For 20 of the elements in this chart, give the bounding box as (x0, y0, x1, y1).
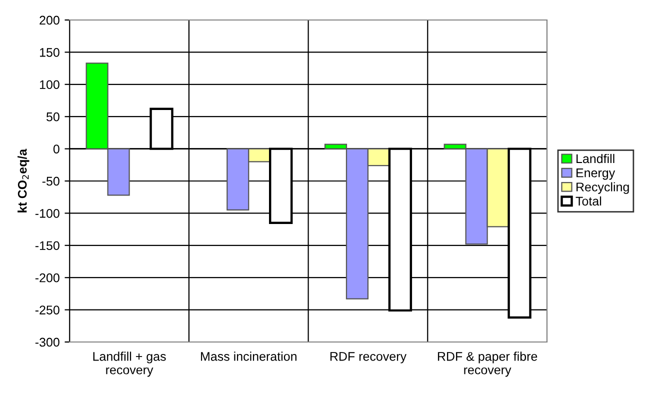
y-tick-label: -100 (35, 209, 60, 218)
y-tick-label: 150 (40, 48, 60, 57)
x-tick-label: Landfill + gas recovery (93, 352, 166, 377)
y-tick-label: 100 (40, 80, 60, 90)
x-tick-label: RDF recovery (330, 352, 406, 364)
y-tick-label: -150 (35, 241, 60, 250)
y-axis-title: kt CO$_{2}$eq/a (18, 148, 30, 212)
legend-label: Landfill (576, 154, 614, 164)
legend-label: Total (576, 196, 602, 206)
y-tick-label: -200 (35, 273, 60, 282)
legend-label: Energy (576, 168, 616, 180)
y-tick-label: 0 (53, 144, 60, 154)
y-tick-label: -300 (35, 338, 60, 347)
y-tick-label: 50 (46, 112, 60, 122)
y-tick-label: -50 (42, 176, 60, 186)
x-tick-label: RDF & paper fibre recovery (438, 352, 538, 377)
y-tick-label: -250 (35, 306, 60, 314)
legend-label: Recycling (576, 182, 629, 194)
y-tick-label: 200 (40, 16, 60, 25)
x-tick-label: Mass incineration (201, 352, 296, 361)
